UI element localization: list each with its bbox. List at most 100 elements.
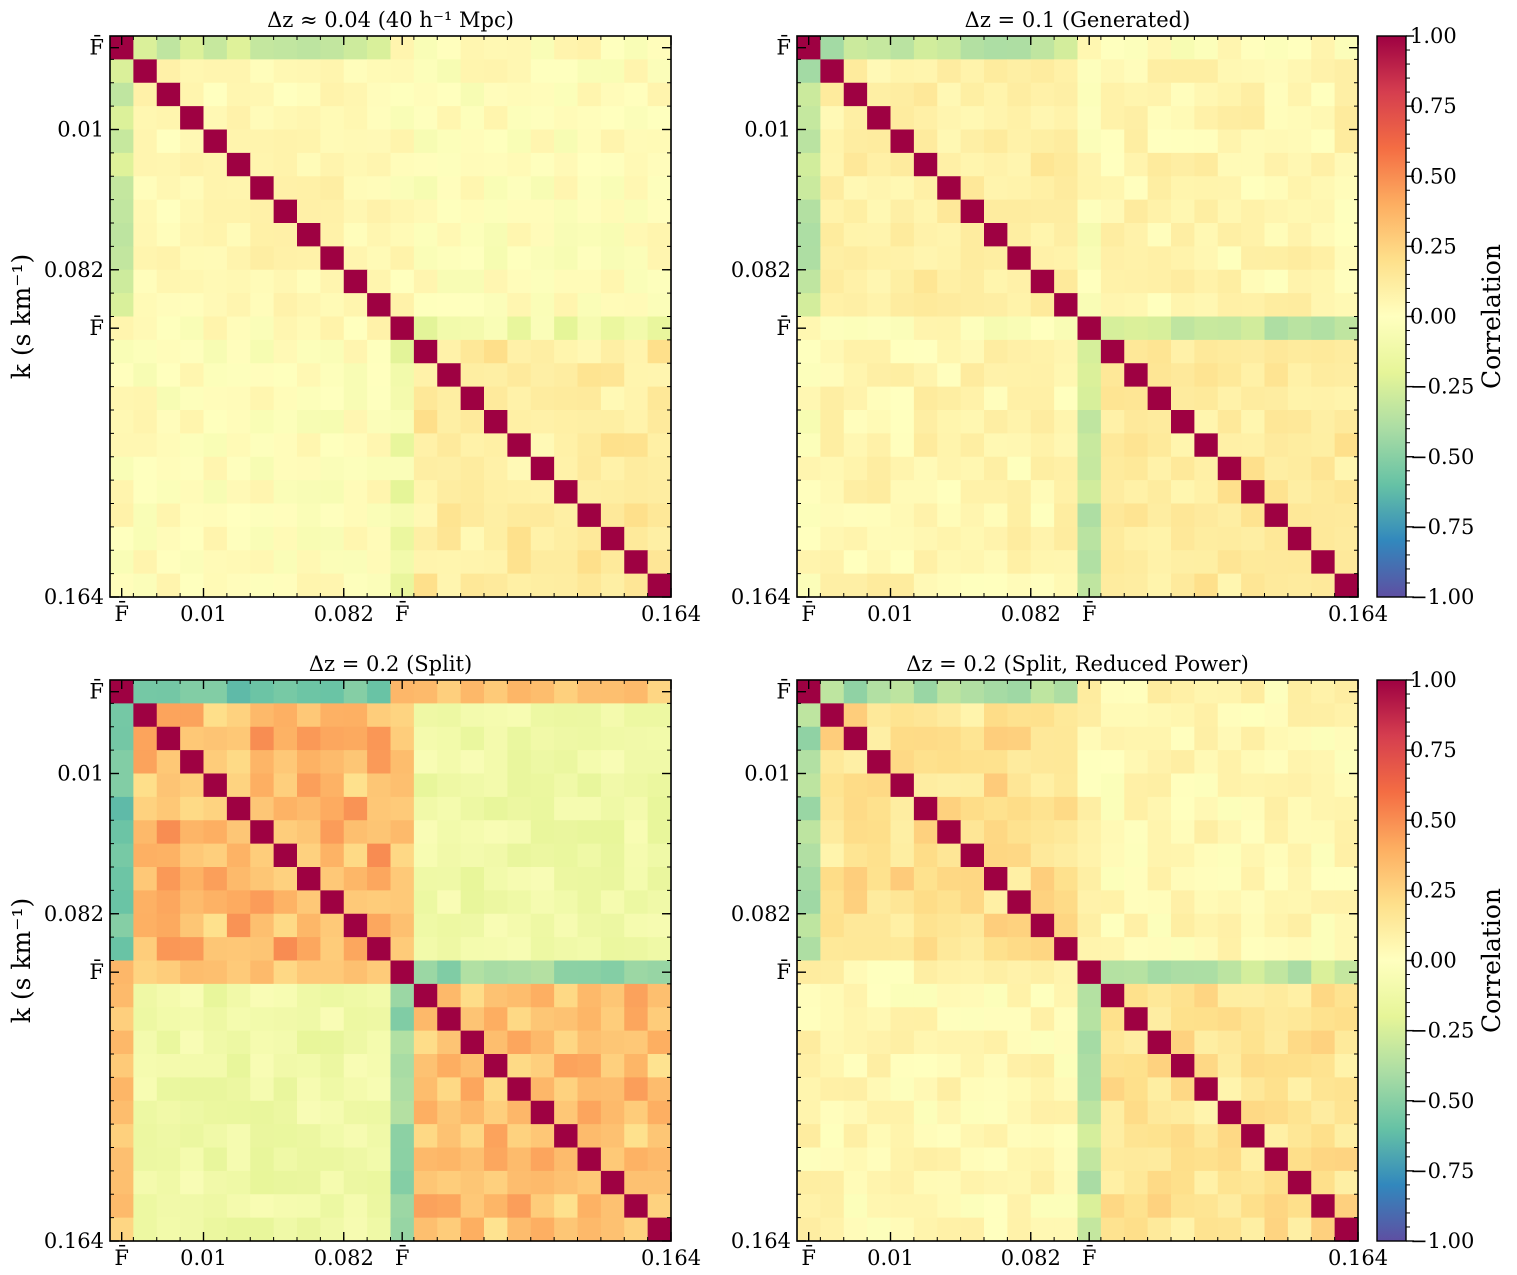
heatmap-cell [1334,983,1359,1008]
colorbar-tick-label: 0.75 [1410,738,1457,762]
heatmap-cell [1217,703,1242,728]
heatmap-cell [530,152,555,177]
heatmap-cell [1171,152,1195,177]
heatmap-cell [647,1030,672,1055]
heatmap-cell [203,1194,228,1219]
heatmap-cell [343,59,368,84]
heatmap-cell [624,937,649,962]
heatmap-cell [1194,199,1219,224]
heatmap-cell [133,680,158,704]
heatmap-cell [600,1217,625,1242]
heatmap-cell [1287,129,1312,154]
heatmap-cell [203,820,228,845]
heatmap-cell [1241,526,1266,551]
heatmap-cell [367,1170,392,1195]
heatmap-cell [1030,503,1055,528]
heatmap-cell [1077,129,1102,154]
heatmap-cell [133,129,158,154]
heatmap-cell [203,480,228,505]
heatmap-cell [320,1124,345,1149]
heatmap-cell [1147,1194,1172,1219]
heatmap-cell [320,293,345,318]
heatmap-cell [1287,363,1312,388]
heatmap-cell [507,269,532,294]
heatmap-cell [1100,750,1125,775]
heatmap-cell [320,983,345,1008]
heatmap-cell [1124,573,1149,598]
heatmap-cell [797,386,821,411]
heatmap-cell [320,503,345,528]
heatmap-cell [437,293,462,318]
heatmap-cell [1311,820,1336,845]
heatmap-cell [960,386,985,411]
heatmap-cell [180,867,205,891]
heatmap-cell [484,410,508,434]
heatmap-cell [343,176,368,201]
heatmap-cell [1334,246,1359,271]
heatmap-cell [297,960,321,985]
heatmap-cell [1217,480,1242,505]
heatmap-cell [1100,316,1125,341]
heatmap-cell [273,269,298,294]
heatmap-cell [1287,750,1312,775]
heatmap-cell [867,316,892,341]
heatmap-cell [250,573,275,598]
heatmap-cell [624,269,649,294]
heatmap-cell [203,129,228,154]
heatmap-cell [1217,890,1242,915]
heatmap-cell [1241,1124,1266,1149]
heatmap-cell [1311,703,1336,728]
heatmap-cell [343,1147,368,1172]
heatmap-cell [413,1077,438,1102]
heatmap-cell [133,1007,158,1032]
heatmap-cell [343,913,368,938]
heatmap-cell [1311,526,1336,551]
heatmap-cell [937,1100,962,1125]
heatmap-cell [960,503,985,528]
heatmap-cell [297,550,321,575]
heatmap-cell [226,820,251,845]
heatmap-cell [320,526,345,551]
heatmap-cell [273,1194,298,1219]
heatmap-cell [1311,106,1336,131]
y-tick-label: F̄ [776,679,791,704]
heatmap-cell [460,316,485,341]
heatmap-cell [273,550,298,575]
heatmap-cell [156,1194,181,1219]
heatmap-cell [226,937,251,962]
heatmap-cell [1054,152,1079,177]
heatmap-cell [1077,316,1102,341]
heatmap-cell [1287,59,1312,84]
heatmap-cell [390,773,415,798]
heatmap-cell [797,1077,821,1102]
x-tick-label: 0.082 [314,602,374,626]
heatmap-cell [1054,550,1079,575]
heatmap-cell [1077,1077,1102,1102]
heatmap-cell [843,1170,868,1195]
heatmap-cell [203,526,228,551]
colorbar-tick-label: 0.75 [1410,94,1457,118]
heatmap-cell [1077,820,1102,845]
heatmap-cell [1264,246,1289,271]
heatmap-cell [297,1054,321,1078]
heatmap-cell [507,456,532,481]
heatmap-cell [843,960,868,985]
heatmap-cell [647,983,672,1008]
heatmap-cell [820,983,845,1008]
heatmap-cell [1194,106,1219,131]
heatmap-cell [180,269,205,294]
heatmap-cell [1030,339,1055,364]
heatmap-cell [554,843,579,868]
heatmap-cell [890,937,915,962]
heatmap-cell [1217,1124,1242,1149]
heatmap-cell [960,983,985,1008]
heatmap-cell [647,1217,672,1242]
heatmap-cell [133,1147,158,1172]
heatmap-cell [226,176,251,201]
heatmap-cell [390,339,415,364]
heatmap-cell [530,867,555,891]
heatmap-cell [843,796,868,821]
heatmap-cell [554,152,579,177]
heatmap-cell [273,913,298,938]
heatmap-cell [1147,680,1172,704]
